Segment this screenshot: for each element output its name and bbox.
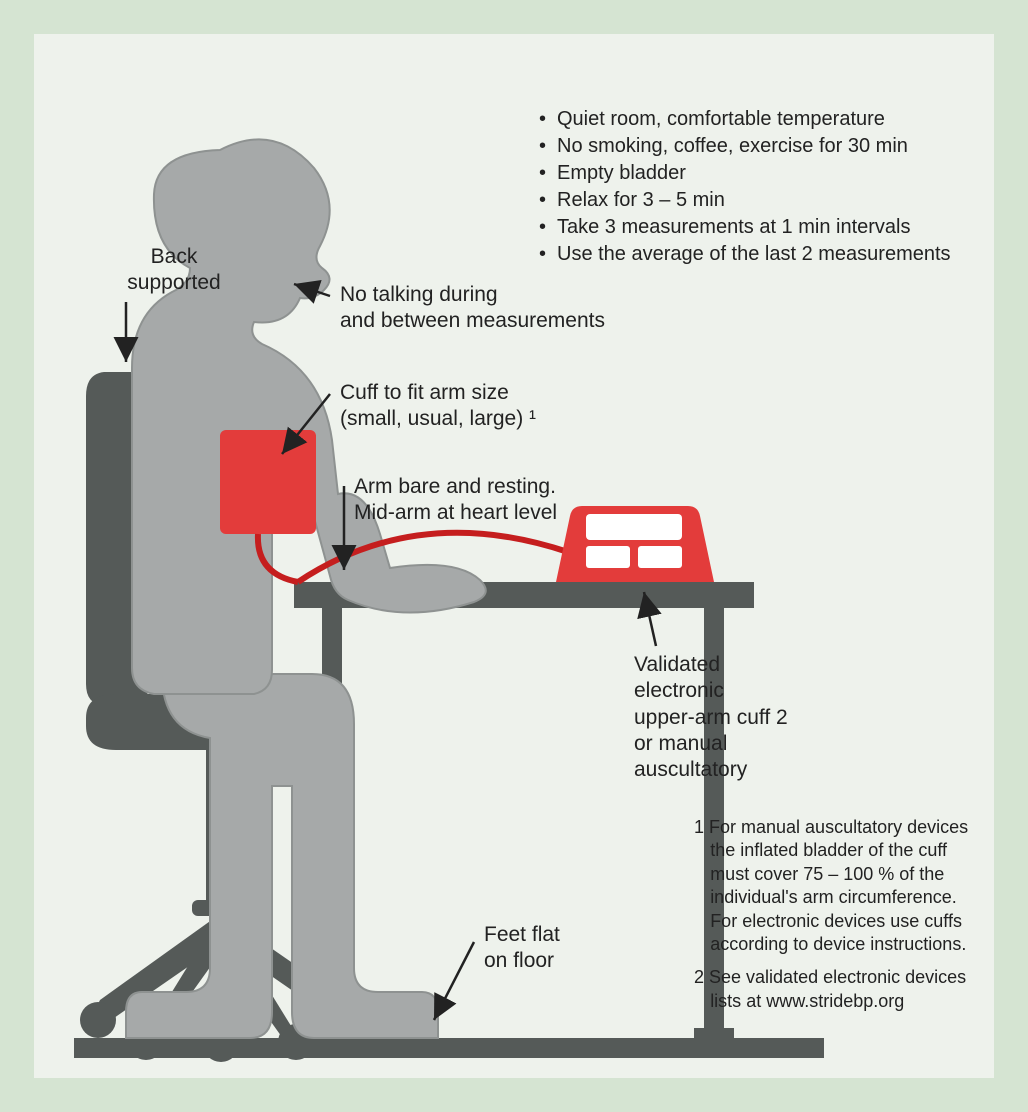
bullet-item: No smoking, coffee, exercise for 30 min <box>539 133 969 160</box>
outer-frame: Quiet room, comfortable temperature No s… <box>0 0 1028 1112</box>
diagram-panel: Quiet room, comfortable temperature No s… <box>34 34 994 1078</box>
instruction-bullets: Quiet room, comfortable temperature No s… <box>539 106 969 268</box>
label-arm-resting: Arm bare and resting.Mid-arm at heart le… <box>354 474 654 527</box>
label-no-talking: No talking duringand between measurement… <box>340 282 660 335</box>
footnote-2: 2 See validated electronic devices lists… <box>694 966 974 1013</box>
label-cuff-size: Cuff to fit arm size(small, usual, large… <box>340 380 640 433</box>
bullet-text: Use the average of the last 2 measuremen… <box>557 243 951 265</box>
bullet-text: No smoking, coffee, exercise for 30 min <box>557 135 908 157</box>
bullet-text: Quiet room, comfortable temperature <box>557 108 885 130</box>
bullet-item: Quiet room, comfortable temperature <box>539 106 969 133</box>
bullet-item: Relax for 3 – 5 min <box>539 187 969 214</box>
bullet-text: Relax for 3 – 5 min <box>557 189 725 211</box>
footnotes: 1 For manual auscultatory devices the in… <box>694 816 974 1023</box>
bullet-text: Empty bladder <box>557 162 686 184</box>
label-feet-flat: Feet flaton floor <box>484 922 644 975</box>
bullet-item: Take 3 measurements at 1 min intervals <box>539 214 969 241</box>
bullet-item: Use the average of the last 2 measuremen… <box>539 241 969 268</box>
label-validated-device: Validatedelectronicupper-arm cuff 2or ma… <box>634 652 854 783</box>
label-back-supported: Backsupported <box>94 244 254 297</box>
bullet-item: Empty bladder <box>539 160 969 187</box>
bullet-text: Take 3 measurements at 1 min intervals <box>557 216 911 238</box>
floor <box>74 1038 824 1058</box>
footnote-1: 1 For manual auscultatory devices the in… <box>694 816 974 956</box>
